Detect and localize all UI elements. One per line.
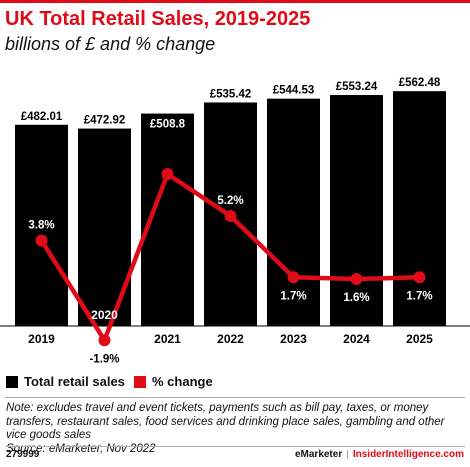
x-tick-label-2019: 2019 [28,332,55,346]
point-2021 [161,168,174,180]
chart-title: UK Total Retail Sales, 2019-2025 [5,8,311,30]
x-tick-label-2021: 2021 [154,332,181,346]
chart-subtitle: billions of £ and % change [5,34,216,54]
point-2022 [224,210,237,222]
brand-insider: InsiderIntelligence.com [352,449,464,460]
chart-plot: £482.01 £472.92 £508.8 £535.42 £544.53 £553.2… [0,77,470,365]
bar-value-label-2023: £544.53 [273,85,315,97]
brand-emarketer: eMarketer [294,449,343,460]
legend-item-bars: Total retail sales [6,374,125,389]
x-tick-label-2025: 2025 [406,332,433,346]
footer-brand: eMarketer | InsiderIntelligence.com [295,449,464,460]
bar-2025 [393,91,446,326]
legend-swatch-bars [6,375,18,388]
top-accent-bar [0,0,470,3]
point-label-2020: -1.9% [89,353,119,365]
note-text: Note: excludes travel and event tickets,… [6,402,445,441]
brand-separator: | [346,449,349,460]
bar-2023 [267,98,320,326]
point-2020 [98,334,111,347]
point-label-2025: 1.7% [406,290,432,302]
point-2019 [35,234,48,247]
point-label-2021: 7.6% [154,153,180,165]
bar-2024 [330,95,383,326]
x-tick-label-2024: 2024 [343,332,370,346]
legend-swatch-line [134,375,146,388]
point-2025 [413,271,426,284]
point-label-2019: 3.8% [28,220,54,232]
point-label-2024: 1.6% [343,292,369,304]
chart-note: Note: excludes travel and event tickets,… [6,402,468,456]
x-tick-label-2022: 2022 [217,332,244,346]
legend-label-line: % change [152,374,213,389]
note-source: Source: eMarketer, Nov 2022 [6,442,156,455]
divider-bottom [5,446,465,447]
point-label-2023: 1.7% [280,290,306,302]
point-2024 [350,273,363,285]
legend-item-line: % change [134,374,213,389]
point-2023 [287,271,300,284]
bar-value-label-2020: £472.92 [84,115,126,127]
bar-value-label-2024: £553.24 [336,81,378,93]
x-tick-label-2020: 2020 [91,308,118,322]
x-tick-label-2023: 2023 [280,332,307,346]
divider-top [5,397,465,398]
bar-value-label-2022: £535.42 [210,88,252,100]
bar-value-label-2025: £562.48 [399,77,441,89]
bar-value-label-2019: £482.01 [21,111,63,123]
chart-id: 279999 [6,449,40,460]
bar-value-label-2021: £508.8 [150,119,186,131]
legend-label-bars: Total retail sales [24,374,125,389]
bar-2019 [15,124,68,326]
point-label-2022: 5.2% [217,195,243,207]
